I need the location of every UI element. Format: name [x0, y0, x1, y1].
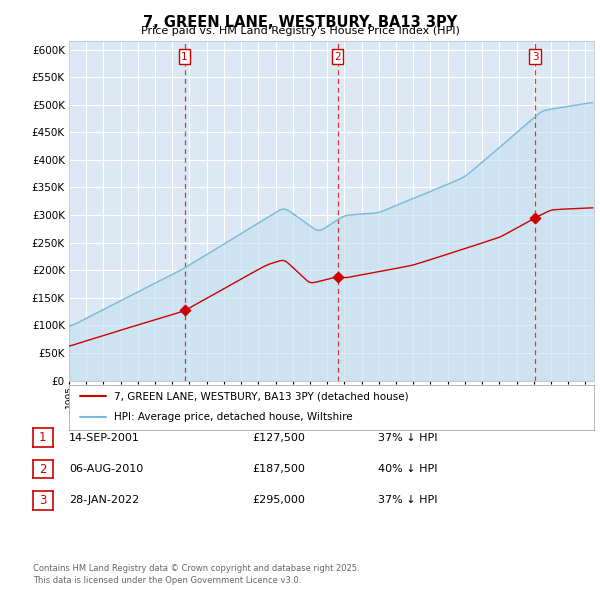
Point	[530, 213, 540, 222]
Text: 7, GREEN LANE, WESTBURY, BA13 3PY (detached house): 7, GREEN LANE, WESTBURY, BA13 3PY (detac…	[113, 391, 408, 401]
Text: 37% ↓ HPI: 37% ↓ HPI	[378, 496, 437, 505]
Text: 28-JAN-2022: 28-JAN-2022	[69, 496, 139, 505]
Text: £187,500: £187,500	[252, 464, 305, 474]
Text: 3: 3	[39, 494, 47, 507]
Text: £295,000: £295,000	[252, 496, 305, 505]
Text: 3: 3	[532, 51, 538, 61]
Point	[180, 306, 190, 315]
Text: 2: 2	[39, 463, 47, 476]
Text: Price paid vs. HM Land Registry's House Price Index (HPI): Price paid vs. HM Land Registry's House …	[140, 26, 460, 36]
Text: 06-AUG-2010: 06-AUG-2010	[69, 464, 143, 474]
Text: 2: 2	[334, 51, 341, 61]
Text: £127,500: £127,500	[252, 433, 305, 442]
Text: Contains HM Land Registry data © Crown copyright and database right 2025.
This d: Contains HM Land Registry data © Crown c…	[33, 565, 359, 585]
Text: 1: 1	[39, 431, 47, 444]
Text: HPI: Average price, detached house, Wiltshire: HPI: Average price, detached house, Wilt…	[113, 412, 352, 422]
Text: 14-SEP-2001: 14-SEP-2001	[69, 433, 140, 442]
Text: 40% ↓ HPI: 40% ↓ HPI	[378, 464, 437, 474]
Text: 1: 1	[181, 51, 188, 61]
Text: 7, GREEN LANE, WESTBURY, BA13 3PY: 7, GREEN LANE, WESTBURY, BA13 3PY	[143, 15, 457, 30]
Text: 37% ↓ HPI: 37% ↓ HPI	[378, 433, 437, 442]
Point	[333, 273, 343, 282]
